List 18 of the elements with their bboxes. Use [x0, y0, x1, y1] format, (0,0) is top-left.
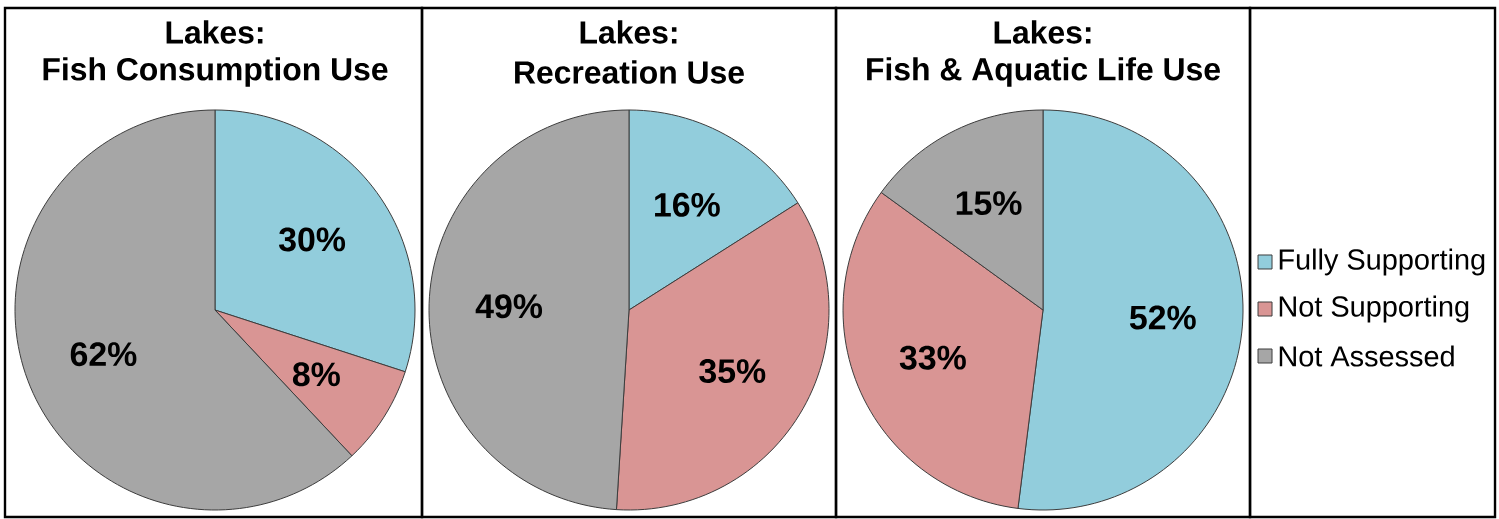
data-label: 8%	[292, 362, 340, 387]
legend-label: Not Supporting	[1279, 295, 1469, 323]
chart-subtitle: Fish Consumption Use	[43, 57, 388, 87]
text: Fish & Aquatic Life Use	[867, 57, 1220, 87]
chart-title: Lakes:	[166, 20, 263, 44]
legend-label: Fully Supporting	[1279, 248, 1485, 276]
data-label: 62%	[70, 342, 137, 367]
chart-title: Lakes:	[580, 20, 677, 44]
data-label: 35%	[699, 359, 766, 384]
data-label: 30%	[278, 227, 346, 252]
chart-subtitle: Recreation Use	[515, 60, 744, 84]
data-label: 49%	[475, 294, 543, 319]
legend-label: Not Assessed	[1279, 345, 1454, 367]
data-label: 15%	[956, 191, 1022, 216]
data-label: 16%	[655, 192, 720, 217]
data-label: 33%	[899, 345, 966, 370]
chart-title: Lakes:	[994, 20, 1091, 44]
data-label: 52%	[1129, 305, 1196, 330]
